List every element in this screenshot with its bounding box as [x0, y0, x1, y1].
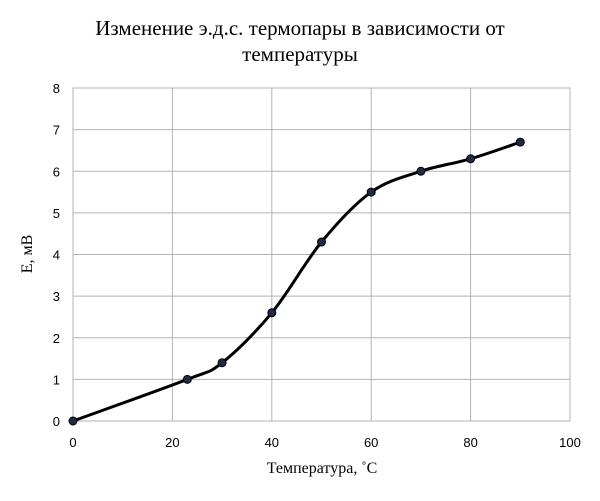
y-tick-label: 4: [53, 248, 60, 263]
y-tick-label: 0: [53, 414, 60, 429]
y-tick-label: 6: [53, 164, 60, 179]
x-tick-label: 60: [364, 435, 378, 450]
x-tick-label: 100: [559, 435, 581, 450]
y-tick-label: 2: [53, 331, 60, 346]
plot-frame: [72, 87, 571, 422]
data-point: [366, 187, 376, 197]
y-tick-label: 5: [53, 206, 60, 221]
data-point: [466, 154, 476, 164]
data-point: [68, 416, 78, 426]
x-tick-label: 40: [265, 435, 279, 450]
data-point: [182, 374, 192, 384]
data-point: [267, 308, 277, 318]
x-tick-label: 0: [69, 435, 76, 450]
grid: [72, 87, 571, 422]
x-tick-labels: 0 20 40 60 80 100: [69, 435, 580, 450]
chart-title-line-1: Изменение э.д.с. термопары в зависимости…: [95, 16, 505, 40]
data-point: [416, 166, 426, 176]
series: [68, 137, 525, 426]
chart-title-line-2: температуры: [242, 42, 358, 66]
y-tick-labels: 0 1 2 3 4 5 6 7 8: [53, 81, 60, 429]
y-tick-label: 7: [53, 123, 60, 138]
x-axis-label: Температура, ˚С: [267, 460, 378, 477]
y-axis-label: Е, мВ: [19, 235, 36, 274]
data-point: [317, 237, 326, 247]
y-tick-label: 8: [53, 81, 60, 96]
data-point: [217, 358, 227, 368]
data-point: [515, 137, 525, 147]
x-tick-label: 80: [463, 435, 477, 450]
axes: [72, 87, 571, 422]
y-tick-label: 3: [53, 289, 60, 304]
x-tick-label: 20: [165, 435, 179, 450]
y-tick-label: 1: [53, 372, 60, 387]
